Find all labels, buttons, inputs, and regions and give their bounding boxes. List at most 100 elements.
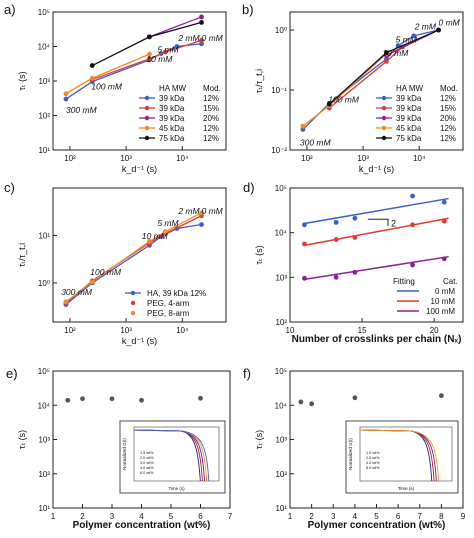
legend-swatch-marker [144, 105, 150, 111]
x-tick-label: 10 [286, 326, 295, 335]
data-point [384, 50, 389, 56]
legend-swatch-marker [130, 290, 136, 296]
annotation-label: 300 mM [61, 287, 93, 297]
legend-label: 39 kDa [396, 94, 422, 103]
y-tick-label: 10⁻² [271, 146, 287, 155]
inset-frame [345, 420, 459, 494]
legend-swatch-marker [144, 135, 150, 141]
annotation-label: 100 mM [90, 267, 122, 277]
chart-panel-f: f) 1 2 3 4 5 6 7 8 9 10¹ 10² 10³ 10⁴ 10⁵ Polymer concen… [243, 366, 466, 531]
data-point [309, 401, 315, 407]
annotation-label: 2 mM [414, 22, 437, 32]
legend-label: 39 kDa [159, 94, 185, 103]
annotation-label: 300 mM [300, 137, 332, 147]
data-point [162, 229, 168, 235]
y-axis-label: τₜ (s) [254, 430, 264, 449]
legend-header: Mod. [203, 84, 221, 93]
data-point [147, 34, 152, 40]
legend-swatch-marker [381, 125, 387, 131]
data-point [302, 275, 307, 281]
plot-frame [289, 11, 464, 151]
legend-label: 75 kDa [159, 134, 185, 143]
inset-plot-frame [359, 426, 453, 482]
y-tick-label: 10³ [38, 77, 50, 86]
data-point [199, 38, 204, 43]
legend-swatch-marker [381, 115, 387, 121]
annotation-label: 10 mM [142, 231, 169, 241]
x-tick-label: 1 [51, 512, 56, 521]
data-point [333, 219, 339, 225]
series-line [92, 39, 202, 81]
legend-label: 12% [440, 124, 456, 133]
slope-triangle [367, 218, 389, 227]
inset-curve [359, 429, 440, 482]
data-point [441, 256, 447, 262]
x-tick-label: 10⁴ [413, 154, 426, 163]
panel-label: d) [243, 180, 255, 195]
legend-label: 0 mM [435, 287, 455, 296]
data-point [352, 215, 358, 221]
inset-panel: 1.5 wt%2.0 wt%3.0 wt%4.0 wt%6.0 wt% Time … [119, 420, 226, 494]
series-line [65, 223, 202, 306]
y-tick-label: 10¹ [38, 231, 50, 240]
legend-label: PEG, 8-arm [147, 309, 190, 318]
x-tick-label: 10³ [120, 326, 132, 335]
x-axis-label: k_d⁻¹ (s) [359, 164, 394, 174]
x-tick-label: 7 [228, 512, 233, 521]
x-tick-label: 10² [64, 154, 76, 163]
legend-label: 12% [203, 94, 219, 103]
data-point [199, 14, 204, 20]
x-axis-label: k_d⁻¹ (s) [122, 164, 157, 174]
annotation-label: 2 mM [177, 206, 200, 216]
legend-label: 39 kDa [396, 114, 422, 123]
x-tick-label: 7 [418, 512, 423, 521]
data-point [333, 237, 339, 242]
x-tick-label: 10² [301, 154, 313, 163]
inset-curve [133, 429, 210, 482]
inset-legend-label: 4.0 wt% [366, 461, 380, 465]
fit-line [304, 255, 449, 281]
data-point [436, 27, 441, 33]
legend-label: 20% [203, 114, 219, 123]
legend-label: 100 mM [426, 307, 455, 316]
legend-swatch-marker [130, 300, 136, 306]
x-tick-label: 10⁴ [176, 326, 189, 335]
legend-header: HA MW [396, 84, 424, 93]
legend-header: Cat. [443, 277, 458, 286]
y-axis-label: τₜ (s) [17, 430, 27, 449]
legend-header: Fitting [393, 277, 415, 286]
chart-panel-c: c) 10² 10³ 10⁴ 10⁰ 10¹ k_d⁻¹ (s) τₜ/τ_t,i 300 mM… [4, 180, 227, 346]
legend-label: 12% [440, 94, 456, 103]
legend-label: 39 kDa [159, 114, 185, 123]
x-tick-label: 4 [353, 512, 358, 521]
data-point [352, 235, 358, 240]
inset-y-label: Normalized G(t) [348, 438, 353, 470]
inset-panel: 1.5 wt%2.0 wt%4.0 wt%8.0 wt% Time (s) Norm… [345, 420, 459, 494]
data-point [198, 395, 203, 401]
x-tick-label: 3 [110, 512, 115, 521]
y-tick-label: 10¹ [275, 504, 287, 513]
x-tick-label: 10⁴ [176, 154, 189, 163]
data-point [199, 210, 204, 216]
data-point [65, 397, 71, 403]
y-tick-label: 10⁰ [38, 279, 50, 288]
inset-plot-frame [133, 426, 220, 482]
legend-swatch-marker [144, 125, 150, 131]
data-point [63, 299, 69, 305]
data-point [384, 59, 389, 64]
data-point [410, 193, 415, 199]
inset-x-label: Time (s) [398, 486, 415, 491]
panel-label: a) [4, 2, 16, 17]
y-tick-label: 10² [275, 318, 287, 327]
series-line [328, 29, 439, 105]
inset-legend-label: 2.0 wt% [366, 456, 380, 460]
fit-line [304, 197, 449, 225]
data-point [199, 222, 204, 227]
panel-label: e) [6, 366, 18, 381]
y-tick-label: 10⁵ [275, 184, 287, 193]
y-tick-label: 10¹ [38, 504, 50, 513]
data-point [411, 33, 417, 39]
legend-label: 12% [440, 134, 456, 143]
y-tick-label: 10² [38, 470, 50, 479]
